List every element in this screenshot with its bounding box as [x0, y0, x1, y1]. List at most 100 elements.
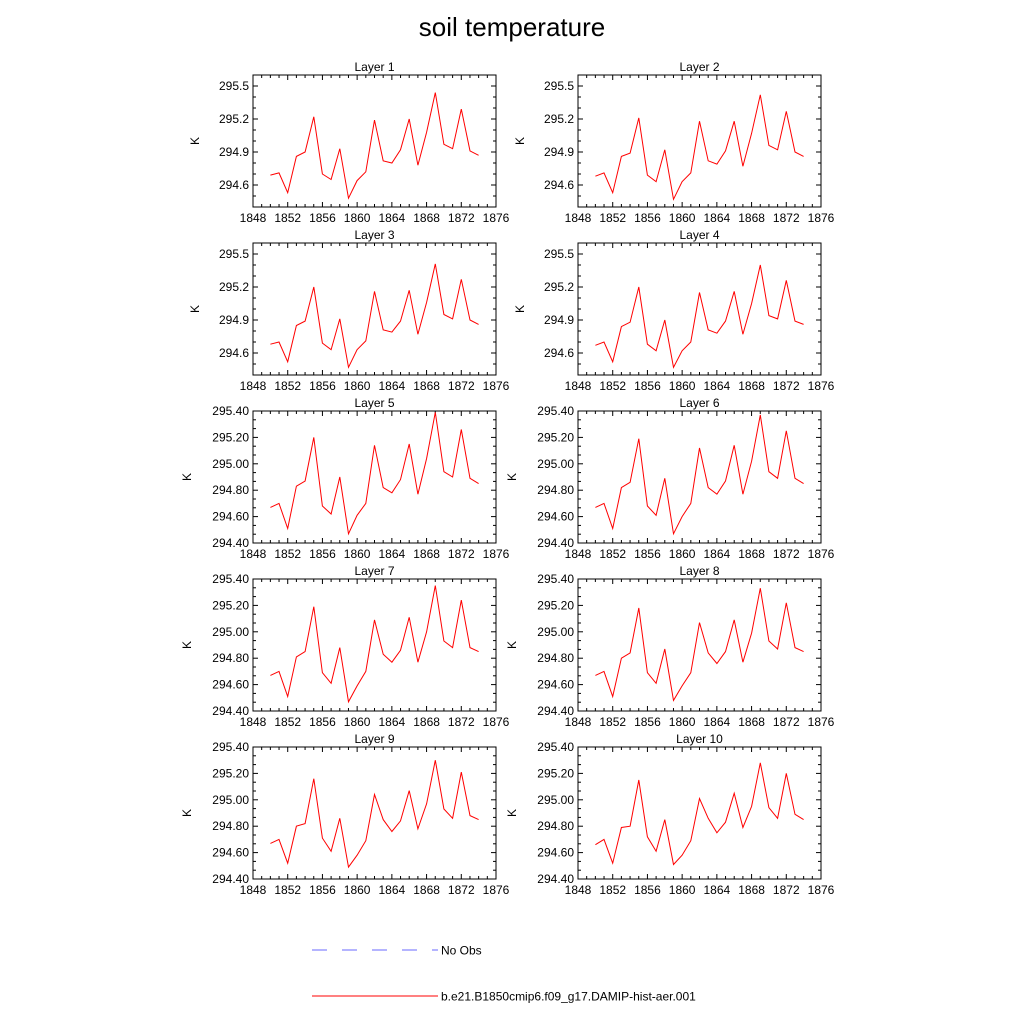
x-tick-label: 1868	[413, 379, 440, 393]
series-line	[270, 263, 479, 369]
x-tick-label: 1856	[309, 883, 336, 897]
y-tick-label: 295.40	[537, 404, 574, 418]
y-tick-label: 295.20	[537, 430, 574, 444]
x-tick-label: 1860	[344, 883, 371, 897]
panel-layer-6: Layer 6 1848 1852 1856 1860 1864 1868 1872 1876 2…	[505, 396, 835, 561]
x-tick-label: 1848	[565, 379, 592, 393]
y-axis-label: K	[180, 473, 194, 481]
y-tick-label: 295.40	[537, 740, 574, 754]
y-tick-label: 294.9	[219, 313, 249, 327]
plot-frame	[252, 578, 497, 712]
x-tick-label: 1864	[704, 547, 731, 561]
y-tick-label: 295.40	[212, 572, 249, 586]
x-tick-label: 1848	[240, 883, 267, 897]
y-tick-label: 294.60	[212, 678, 249, 692]
y-tick-label: 294.60	[212, 510, 249, 524]
x-tick-label: 1872	[448, 883, 475, 897]
y-tick-label: 294.80	[537, 483, 574, 497]
y-tick-label: 294.60	[537, 678, 574, 692]
y-tick-label: 295.40	[212, 740, 249, 754]
x-tick-label: 1876	[808, 547, 835, 561]
series-line	[595, 264, 804, 369]
x-tick-label: 1876	[808, 715, 835, 729]
x-tick-label: 1876	[483, 883, 510, 897]
y-axis-label: K	[180, 809, 194, 817]
y-axis-label: K	[505, 641, 519, 649]
y-tick-label: 294.9	[544, 145, 574, 159]
x-tick-label: 1872	[448, 379, 475, 393]
x-tick-label: 1860	[344, 379, 371, 393]
x-tick-label: 1864	[704, 211, 731, 225]
x-tick-label: 1872	[448, 211, 475, 225]
y-tick-label: 294.6	[544, 178, 574, 192]
y-axis-label: K	[180, 641, 194, 649]
y-tick-label: 295.20	[537, 766, 574, 780]
x-tick-label: 1872	[773, 379, 800, 393]
x-tick-label: 1868	[738, 883, 765, 897]
series-line	[595, 94, 804, 201]
x-tick-label: 1868	[738, 715, 765, 729]
series-line	[270, 760, 479, 869]
y-tick-label: 294.80	[537, 819, 574, 833]
x-tick-label: 1848	[240, 379, 267, 393]
y-axis-label: K	[505, 473, 519, 481]
panel-layer-3: Layer 3 1848 1852 1856 1860 1864 1868 1872 1876 2…	[188, 228, 510, 393]
x-tick-label: 1864	[704, 883, 731, 897]
y-tick-label: 295.5	[219, 247, 249, 261]
series-line	[595, 588, 804, 702]
plot-frame	[577, 746, 822, 880]
x-tick-label: 1848	[565, 715, 592, 729]
y-tick-label: 294.60	[537, 846, 574, 860]
y-tick-label: 295.2	[544, 280, 574, 294]
y-tick-label: 295.20	[212, 766, 249, 780]
panel-layer-7: Layer 7 1848 1852 1856 1860 1864 1868 1872 1876 2…	[180, 564, 510, 729]
x-tick-label: 1876	[483, 379, 510, 393]
x-tick-label: 1848	[565, 211, 592, 225]
y-tick-label: 294.60	[212, 846, 249, 860]
y-tick-label: 294.40	[537, 704, 574, 718]
panel-layer-1: Layer 1 1848 1852 1856 1860 1864 1868 1872 1876 2…	[188, 60, 510, 225]
x-tick-label: 1860	[669, 547, 696, 561]
x-tick-label: 1852	[599, 379, 626, 393]
x-tick-label: 1852	[274, 211, 301, 225]
y-tick-label: 294.6	[219, 178, 249, 192]
x-tick-label: 1856	[634, 547, 661, 561]
panel-layer-10: Layer 10 1848 1852 1856 1860 1864 1868 1872 1876…	[505, 732, 835, 897]
x-tick-label: 1876	[483, 547, 510, 561]
panel-title: Layer 7	[354, 564, 394, 578]
y-tick-label: 294.40	[212, 872, 249, 886]
x-tick-label: 1868	[738, 547, 765, 561]
x-tick-label: 1872	[773, 715, 800, 729]
panel-layer-5: Layer 5 1848 1852 1856 1860 1864 1868 1872 1876 2…	[180, 396, 510, 561]
x-tick-label: 1848	[565, 547, 592, 561]
chart-title: soil temperature	[418, 12, 606, 42]
x-tick-label: 1856	[634, 379, 661, 393]
x-tick-label: 1848	[565, 883, 592, 897]
panel-layer-9: Layer 9 1848 1852 1856 1860 1864 1868 1872 1876 2…	[180, 732, 510, 897]
series-line	[270, 412, 479, 536]
x-tick-label: 1856	[634, 715, 661, 729]
x-tick-label: 1864	[379, 883, 406, 897]
y-axis-label: K	[188, 305, 202, 313]
y-tick-label: 294.40	[537, 872, 574, 886]
x-tick-label: 1872	[448, 715, 475, 729]
x-tick-label: 1864	[379, 715, 406, 729]
x-tick-label: 1860	[344, 715, 371, 729]
x-tick-label: 1860	[669, 883, 696, 897]
x-tick-label: 1864	[704, 379, 731, 393]
x-tick-label: 1868	[413, 883, 440, 897]
x-tick-label: 1852	[599, 883, 626, 897]
y-tick-label: 295.2	[219, 112, 249, 126]
panel-layer-2: Layer 2 1848 1852 1856 1860 1864 1868 1872 1876 2…	[513, 60, 835, 225]
y-tick-label: 294.6	[219, 346, 249, 360]
y-tick-label: 294.80	[212, 483, 249, 497]
y-tick-label: 295.00	[537, 625, 574, 639]
y-tick-label: 295.40	[537, 572, 574, 586]
y-tick-label: 295.20	[212, 598, 249, 612]
x-tick-label: 1876	[808, 883, 835, 897]
x-tick-label: 1864	[379, 547, 406, 561]
x-tick-label: 1860	[669, 211, 696, 225]
plot-frame	[252, 410, 497, 544]
y-tick-label: 294.80	[212, 819, 249, 833]
y-tick-label: 295.2	[544, 112, 574, 126]
